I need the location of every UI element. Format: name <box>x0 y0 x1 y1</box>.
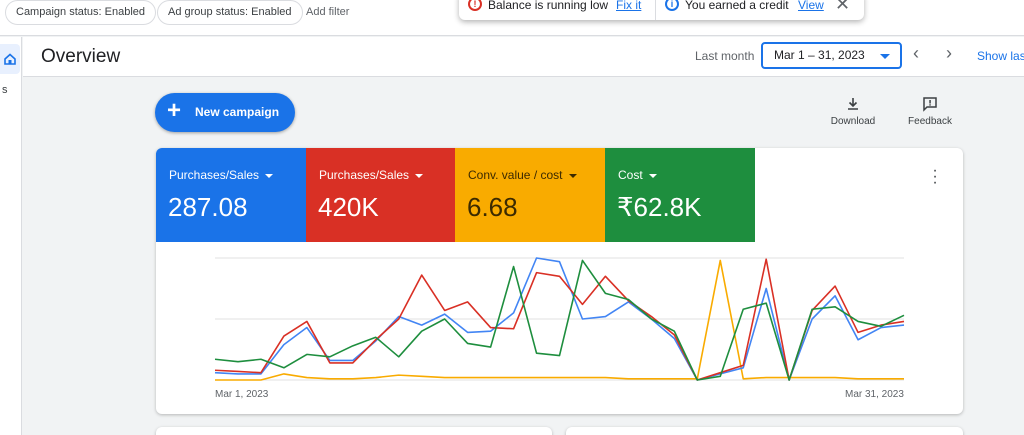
previous-period-icon[interactable]: ‹ <box>913 43 919 63</box>
series-line-1 <box>214 258 905 381</box>
close-icon[interactable]: ✕ <box>835 0 851 14</box>
feedback-label: Feedback <box>908 116 952 127</box>
page-title: Overview <box>41 46 121 67</box>
bottom-card-left <box>156 427 552 435</box>
date-range-label: Last month <box>695 49 755 63</box>
dropdown-arrow-icon <box>880 54 890 59</box>
performance-line-chart <box>214 257 905 381</box>
download-button[interactable]: Download <box>830 96 876 127</box>
dropdown-arrow-icon <box>648 173 657 178</box>
date-range-selector[interactable]: Mar 1 – 31, 2023 <box>761 42 902 69</box>
campaign-status-filter-chip[interactable]: Campaign status: Enabled <box>5 0 157 25</box>
performance-card: Purchases/Sales 287.08 Purchases/Sales 4… <box>156 148 963 414</box>
download-label: Download <box>830 116 876 127</box>
download-icon <box>848 98 858 110</box>
series-line-2 <box>215 259 904 381</box>
left-nav <box>0 37 22 435</box>
home-icon <box>4 53 16 65</box>
new-campaign-label: New campaign <box>195 105 280 119</box>
metric-value: 287.08 <box>168 192 248 222</box>
more-options-icon[interactable]: · · · <box>932 162 938 191</box>
date-range-value: Mar 1 – 31, 2023 <box>774 48 865 62</box>
new-campaign-button[interactable]: + New campaign <box>155 93 295 132</box>
info-icon: i <box>665 0 679 11</box>
metric-tile-cost[interactable]: Cost ₹62.8K <box>605 148 755 242</box>
series-line-3 <box>214 259 905 381</box>
balance-warning-text: Balance is running low <box>488 0 609 12</box>
fix-it-link[interactable]: Fix it <box>616 0 642 12</box>
metric-label[interactable]: Conv. value / cost <box>468 168 577 182</box>
nav-item-label[interactable]: s <box>2 84 8 96</box>
ad-group-status-filter-chip[interactable]: Ad group status: Enabled <box>157 0 303 25</box>
metric-label[interactable]: Purchases/Sales <box>169 168 274 182</box>
show-last-link[interactable]: Show las <box>977 49 1024 63</box>
metric-tile-purchases-sales[interactable]: Purchases/Sales 287.08 <box>156 148 306 242</box>
metric-value: ₹62.8K <box>617 192 702 222</box>
next-period-icon[interactable]: › <box>946 43 952 63</box>
plus-icon: + <box>167 97 182 124</box>
metric-label[interactable]: Cost <box>618 168 657 182</box>
metric-tile-conv-value-cost[interactable]: Conv. value / cost 6.68 <box>455 148 605 242</box>
feedback-button[interactable]: Feedback <box>907 96 953 127</box>
x-axis-end-label: Mar 31, 2023 <box>845 389 904 400</box>
metric-value: 420K <box>318 192 379 222</box>
x-axis-start-label: Mar 1, 2023 <box>215 389 269 400</box>
notification-bar: ! Balance is running low Fix it i You ea… <box>459 0 864 20</box>
feedback-icon <box>923 97 937 112</box>
dropdown-arrow-icon <box>265 173 274 178</box>
metric-value: 6.68 <box>467 192 518 222</box>
dropdown-arrow-icon <box>568 173 577 178</box>
divider <box>655 0 656 20</box>
home-nav-button[interactable] <box>0 44 20 74</box>
add-filter-button[interactable]: Add filter <box>306 6 350 18</box>
page-header: Overview Last month Mar 1 – 31, 2023 ‹ ›… <box>23 37 1024 77</box>
view-credit-link[interactable]: View <box>798 0 824 12</box>
metric-label[interactable]: Purchases/Sales <box>319 168 424 182</box>
credit-text: You earned a credit <box>685 0 789 12</box>
bottom-card-right <box>566 427 963 435</box>
warning-icon: ! <box>468 0 482 11</box>
metric-tile-purchases-sales-value[interactable]: Purchases/Sales 420K <box>306 148 456 242</box>
dropdown-arrow-icon <box>415 173 424 178</box>
